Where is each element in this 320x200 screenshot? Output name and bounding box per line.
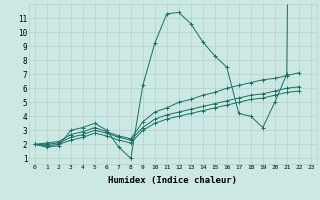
X-axis label: Humidex (Indice chaleur): Humidex (Indice chaleur) bbox=[108, 176, 237, 185]
